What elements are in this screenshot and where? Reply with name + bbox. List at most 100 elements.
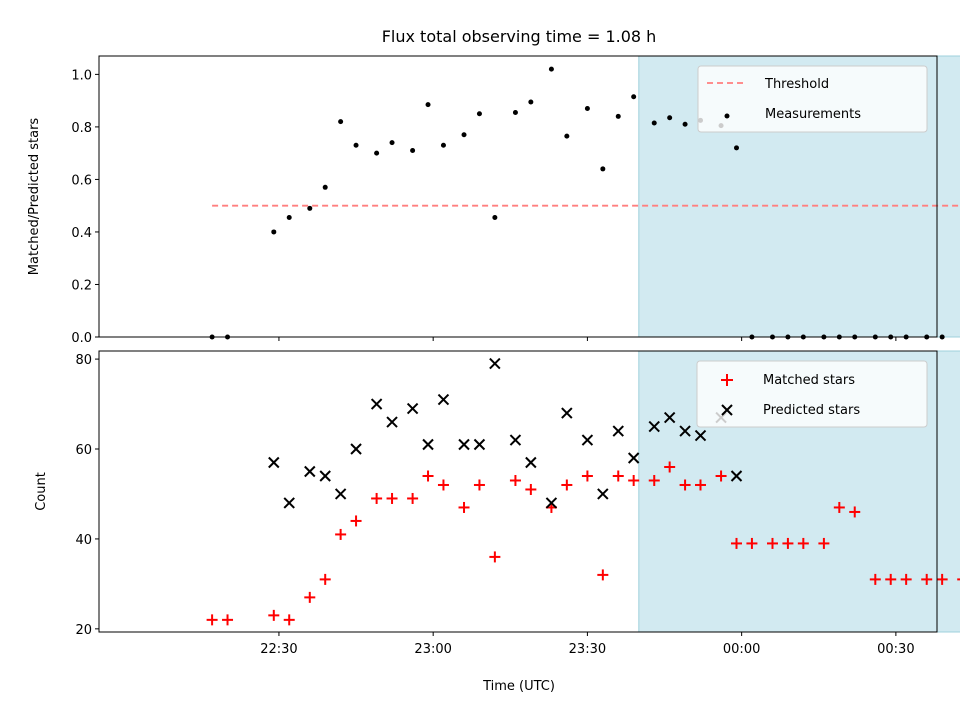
predicted-star-marker-b xyxy=(406,402,419,415)
matched-star-point xyxy=(509,474,521,486)
y-tick-label: 0.0 xyxy=(71,331,92,346)
matched-star-point xyxy=(957,578,960,581)
predicted-star-point xyxy=(663,411,676,424)
matched-star-point xyxy=(612,470,624,482)
predicted-star-marker-b xyxy=(597,488,609,500)
matched-star-point xyxy=(833,501,845,513)
matched-star-point xyxy=(818,537,830,549)
chart-title: Flux total observing time = 1.08 h xyxy=(382,27,657,46)
predicted-star-point xyxy=(350,443,362,455)
matched-star-point xyxy=(422,470,434,482)
y-tick-label: 0.4 xyxy=(71,226,92,241)
matched-star-point xyxy=(849,506,861,518)
predicted-star-point xyxy=(581,434,594,446)
predicted-star-marker-b xyxy=(422,438,434,451)
predicted-stars-points xyxy=(268,357,743,509)
measurement-point xyxy=(440,142,446,148)
matched-star-point xyxy=(730,537,742,549)
x-tick-label: 23:00 xyxy=(414,642,451,657)
measurement-point xyxy=(322,184,328,190)
measurement-point xyxy=(389,140,395,146)
y-axis-label-bottom: Count xyxy=(34,472,49,511)
measurement-point xyxy=(733,145,739,151)
predicted-star-point xyxy=(597,488,609,500)
legend-measurement-swatch xyxy=(724,113,730,119)
predicted-star-point xyxy=(304,465,316,478)
measurement-point xyxy=(667,115,673,121)
matched-star-point xyxy=(458,501,470,513)
predicted-star-marker-b xyxy=(561,407,573,419)
legend-matched-label: Matched stars xyxy=(763,373,855,388)
predicted-star-marker-b xyxy=(489,357,501,370)
y-tick-label: 20 xyxy=(75,623,92,638)
predicted-star-point xyxy=(370,398,383,410)
predicted-star-point xyxy=(694,429,707,442)
x-axis-ticks-top xyxy=(278,337,897,341)
legend-predicted-b xyxy=(721,404,733,416)
predicted-star-point xyxy=(268,456,280,469)
x-tick-label: 00:00 xyxy=(723,642,760,657)
measurement-point xyxy=(600,166,606,172)
predicted-star-point xyxy=(458,438,470,451)
y-tick-label: 0.8 xyxy=(71,121,92,136)
x-axis-label: Time (UTC) xyxy=(482,679,555,694)
predicted-star-marker-b xyxy=(694,429,707,442)
matched-star-point xyxy=(900,573,912,585)
legend-matched-swatch xyxy=(721,374,733,386)
legend-predicted-swatch xyxy=(721,404,733,416)
y-axis-ticks-bottom: 20 40 60 80 xyxy=(75,353,99,638)
y-tick-label: 0.2 xyxy=(71,278,92,293)
predicted-star-point xyxy=(489,357,501,370)
y-tick-label: 1.0 xyxy=(71,68,92,83)
matched-star-point xyxy=(386,492,398,504)
legend-measurements-label: Measurements xyxy=(765,107,861,122)
predicted-star-marker-b xyxy=(612,425,624,437)
measurement-point xyxy=(528,99,534,105)
matched-star-point xyxy=(664,461,676,473)
measurement-point xyxy=(353,142,359,148)
predicted-star-marker-b xyxy=(386,416,398,428)
matched-star-point xyxy=(473,479,485,491)
measurement-point xyxy=(271,229,277,235)
x-tick-label: 22:30 xyxy=(260,642,297,657)
matched-star-point xyxy=(222,614,234,626)
legend-bottom: Matched stars Predicted stars xyxy=(696,360,928,428)
measurement-point xyxy=(651,120,657,126)
matched-star-point xyxy=(885,573,897,585)
y-axis-label-top: Matched/Predicted stars xyxy=(27,118,42,276)
matched-star-point xyxy=(319,573,331,585)
matched-star-point xyxy=(797,537,809,549)
predicted-star-marker-b xyxy=(525,456,537,469)
predicted-star-marker-b xyxy=(370,398,383,410)
predicted-star-marker-b xyxy=(509,434,522,446)
measurement-point xyxy=(286,215,292,221)
measurement-point xyxy=(512,109,518,115)
measurement-point xyxy=(564,133,570,139)
predicted-star-marker-b xyxy=(319,470,331,482)
predicted-star-point xyxy=(334,488,347,500)
matched-star-point xyxy=(206,614,218,626)
measurement-point xyxy=(425,102,431,108)
measurement-point xyxy=(682,121,688,127)
matched-star-point xyxy=(283,614,295,626)
measurement-point xyxy=(410,148,416,154)
predicted-star-marker-b xyxy=(334,488,347,500)
predicted-star-marker-b xyxy=(437,393,450,406)
predicted-star-marker-b xyxy=(473,438,486,451)
matched-star-point xyxy=(679,479,691,491)
matched-star-point xyxy=(350,515,362,527)
matched-star-point xyxy=(695,479,707,491)
measurement-point xyxy=(584,106,590,112)
predicted-star-marker-b xyxy=(350,443,362,455)
matched-star-point xyxy=(489,551,501,563)
predicted-star-point xyxy=(406,402,419,415)
y-tick-label: 60 xyxy=(75,443,92,458)
x-tick-label: 23:30 xyxy=(569,642,606,657)
predicted-star-marker-b xyxy=(268,456,280,469)
matched-star-point xyxy=(869,573,881,585)
legend-predicted-label: Predicted stars xyxy=(763,403,860,418)
measurement-point xyxy=(492,215,498,221)
ratio-panel: 0.0 0.2 0.4 0.6 0.8 1.0 Matched/Predicted sta… xyxy=(27,55,960,346)
